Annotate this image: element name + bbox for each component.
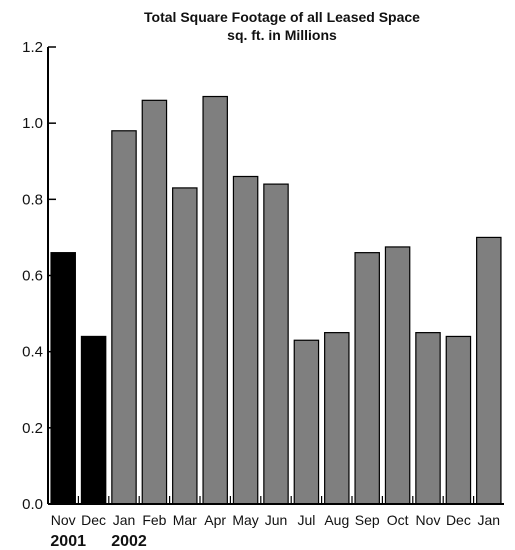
x-tick-label: Dec [446, 512, 471, 528]
chart-title: Total Square Footage of all Leased Space [144, 9, 420, 25]
chart-subtitle: sq. ft. in Millions [227, 27, 337, 43]
bar [263, 183, 289, 505]
bar [141, 99, 168, 505]
bar [445, 335, 472, 505]
bar [50, 252, 76, 505]
y-tick-label: 0.4 [22, 344, 43, 361]
x-tick-label: Apr [204, 512, 226, 528]
x-tick-label: Jun [265, 512, 288, 528]
x-tick-label: Aug [324, 512, 349, 528]
x-tick-label: Jan [113, 512, 136, 528]
y-axis: 0.0 0.2 0.4 0.6 0.8 1.0 1.2 [22, 39, 56, 513]
x-year-label: 2001 [50, 533, 86, 550]
x-tick-label: Dec [81, 512, 106, 528]
x-tick-label: Nov [51, 512, 76, 528]
y-tick-label: 1.2 [22, 39, 43, 56]
x-tick-label: Oct [387, 512, 409, 528]
x-tick-label: Nov [416, 512, 441, 528]
bar [293, 339, 320, 505]
bar [476, 236, 502, 505]
x-tick-label: Jul [297, 512, 315, 528]
x-tick-label: Feb [142, 512, 166, 528]
y-tick-label: 0.0 [22, 496, 43, 513]
bar [415, 332, 441, 505]
bar [111, 130, 137, 505]
bar [172, 187, 198, 505]
x-tick-label: Sep [355, 512, 380, 528]
y-tick-label: 0.6 [22, 268, 43, 285]
y-tick-label: 0.2 [22, 420, 43, 437]
bar [80, 335, 107, 505]
bar [384, 246, 411, 505]
bar [354, 252, 380, 505]
x-axis: Nov Dec Jan Feb Mar Apr May Jun Jul Aug Sep Oct Nov D… [48, 496, 504, 550]
x-year-label: 2002 [111, 533, 147, 550]
bar [202, 95, 228, 505]
bars [50, 95, 502, 505]
x-tick-label: Jan [478, 512, 501, 528]
x-tick-label: Mar [173, 512, 197, 528]
y-tick-label: 0.8 [22, 191, 43, 208]
bar [324, 332, 350, 505]
x-tick-label: May [232, 512, 258, 528]
bar [232, 175, 259, 505]
y-tick-label: 1.0 [22, 115, 43, 132]
